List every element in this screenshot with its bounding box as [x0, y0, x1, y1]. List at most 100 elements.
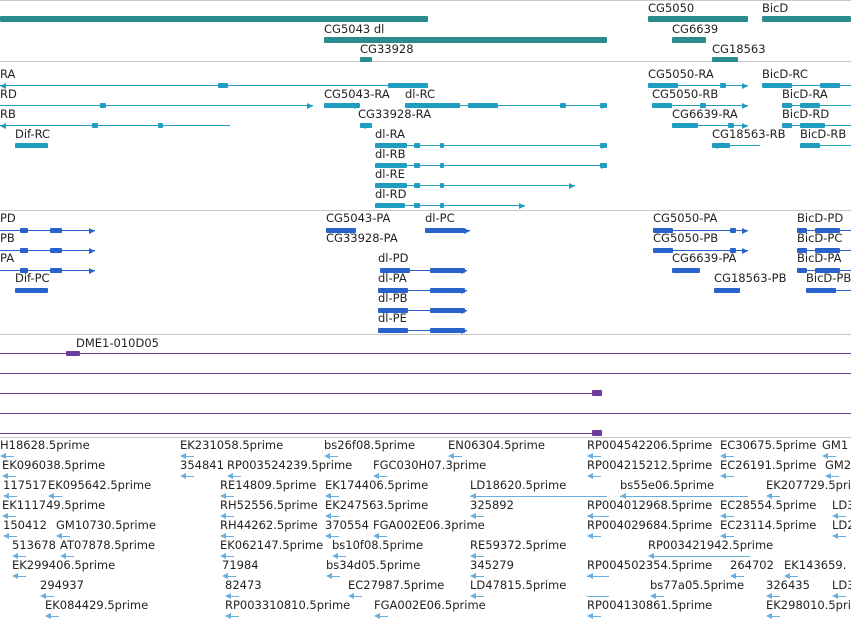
est-feature[interactable] [229, 476, 241, 477]
transcript-model[interactable] [762, 85, 851, 86]
est-feature[interactable] [4, 476, 16, 477]
est-feature[interactable] [587, 516, 609, 517]
gene-bar[interactable] [324, 37, 607, 43]
exon-block[interactable] [653, 248, 673, 253]
est-label[interactable]: AT07878.5prime [60, 538, 156, 552]
est-label[interactable]: GM10730.5prime [56, 518, 156, 532]
est-label[interactable]: RP003524239.5prime [227, 458, 353, 472]
exon-block[interactable] [20, 268, 28, 273]
est-label[interactable]: EK062147.5prime [220, 538, 324, 552]
transcript-model[interactable] [800, 145, 851, 146]
est-label[interactable]: EK231058.5prime [180, 438, 284, 452]
est-label[interactable]: 294937 [40, 578, 84, 592]
exon-block[interactable] [782, 103, 792, 108]
transcript-label[interactable]: dl-RC [405, 87, 436, 101]
est-feature[interactable] [732, 576, 744, 577]
exon-block[interactable] [430, 268, 465, 273]
clone-end[interactable] [592, 390, 602, 396]
gene-bar[interactable] [0, 16, 428, 22]
est-feature[interactable] [327, 496, 339, 497]
exon-block[interactable] [430, 288, 465, 293]
est-label[interactable]: 325892 [470, 498, 514, 512]
est-label[interactable]: 117517 [3, 478, 47, 492]
est-feature[interactable] [768, 596, 780, 597]
exon-block[interactable] [378, 328, 408, 333]
exon-block[interactable] [700, 103, 706, 108]
gene-label[interactable]: CG5043 dl [324, 22, 385, 36]
exon-block[interactable] [375, 203, 405, 208]
transcript-model[interactable] [0, 125, 230, 126]
est-feature[interactable] [334, 556, 346, 557]
transcript-model[interactable] [375, 185, 575, 186]
gene-label[interactable]: BicD [762, 1, 789, 15]
transcript-label[interactable]: CG5043-RA [324, 87, 390, 101]
transcript-model[interactable] [405, 105, 607, 106]
est-feature[interactable] [824, 456, 836, 457]
transcript-label[interactable]: RD [0, 87, 17, 101]
est-feature[interactable] [14, 576, 26, 577]
transcript-label[interactable]: dl-RA [375, 127, 406, 141]
protein-label[interactable]: PD [0, 211, 16, 225]
est-feature[interactable] [587, 576, 609, 577]
exon-block[interactable] [100, 103, 106, 108]
transcript-label[interactable]: BicD-RD [782, 107, 830, 121]
est-label[interactable]: 513678 [12, 538, 56, 552]
est-label[interactable]: 150412 [3, 518, 47, 532]
est-label[interactable]: GM1 [822, 438, 849, 452]
protein-model[interactable] [653, 250, 748, 251]
exon-block[interactable] [652, 103, 672, 108]
exon-block[interactable] [324, 103, 360, 108]
est-feature[interactable] [834, 536, 846, 537]
exon-block[interactable] [820, 83, 840, 88]
transcript-model[interactable] [375, 145, 607, 146]
est-label[interactable]: FGA002E06.3prime [373, 518, 485, 532]
est-feature[interactable] [4, 516, 16, 517]
protein-label[interactable]: CG6639-PA [672, 251, 737, 265]
est-feature[interactable] [222, 516, 234, 517]
exon-block[interactable] [800, 143, 820, 148]
transcript-label[interactable]: CG18563-RB [712, 127, 786, 141]
est-feature[interactable] [768, 496, 780, 497]
est-feature[interactable] [326, 456, 338, 457]
est-label[interactable]: LD3 [832, 578, 851, 592]
gene-label[interactable]: CG33928 [360, 42, 414, 56]
est-feature[interactable] [834, 516, 846, 517]
est-feature[interactable] [589, 536, 601, 537]
transcript-label[interactable]: dl-RB [375, 147, 406, 161]
exon-block[interactable] [672, 123, 698, 128]
protein-label[interactable]: PA [0, 251, 15, 265]
est-feature[interactable] [722, 456, 734, 457]
protein-model[interactable] [378, 310, 467, 311]
est-label[interactable]: RP004542206.5prime [587, 438, 713, 452]
transcript-model[interactable] [672, 125, 748, 126]
transcript-model[interactable] [0, 85, 428, 86]
exon-block[interactable] [375, 143, 407, 148]
exon-block[interactable] [375, 163, 407, 168]
exon-block[interactable] [800, 123, 825, 128]
est-feature[interactable] [350, 596, 362, 597]
est-feature[interactable] [58, 536, 70, 537]
exon-block[interactable] [815, 248, 840, 253]
clone-end[interactable] [66, 351, 80, 356]
est-label[interactable]: GM2 [825, 458, 851, 472]
est-feature[interactable] [472, 576, 484, 577]
protein-label[interactable]: dl-PA [378, 271, 407, 285]
est-label[interactable]: bs55e06.5prime [620, 478, 715, 492]
clone-line[interactable] [0, 373, 851, 374]
protein-label[interactable]: BicD-PC [797, 231, 843, 245]
est-feature[interactable] [376, 616, 388, 617]
est-label[interactable]: 326435 [766, 578, 810, 592]
transcript-model[interactable] [648, 85, 748, 86]
est-feature[interactable] [182, 476, 194, 477]
exon-block[interactable] [50, 228, 62, 233]
est-label[interactable]: RH44262.5prime [220, 518, 318, 532]
est-label[interactable]: RP004215212.5prime [587, 458, 713, 472]
exon-block[interactable] [20, 228, 28, 233]
est-feature[interactable] [589, 456, 601, 457]
exon-block[interactable] [797, 228, 807, 233]
gene-label[interactable]: CG18563 [712, 42, 766, 56]
clone-line[interactable] [0, 393, 600, 394]
est-feature[interactable] [5, 496, 17, 497]
est-label[interactable]: LD18620.5prime [470, 478, 567, 492]
